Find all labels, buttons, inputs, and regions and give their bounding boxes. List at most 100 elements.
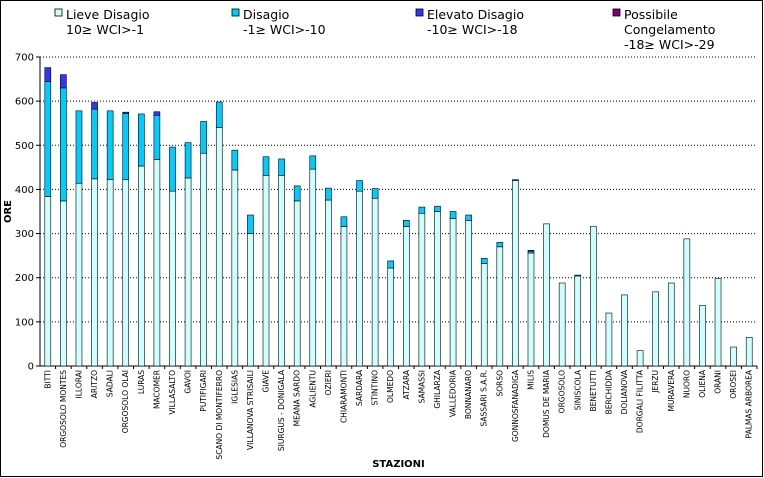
bar-segment xyxy=(169,190,176,367)
legend-label: -10≥ WCI>-18 xyxy=(427,22,518,37)
bar-segment xyxy=(387,260,395,269)
bar-segment xyxy=(122,113,130,181)
bar-segment xyxy=(652,291,659,367)
bar-segment xyxy=(434,211,441,367)
bar-segment xyxy=(91,102,98,110)
bar-segment xyxy=(527,250,535,252)
bar-segment xyxy=(683,238,691,367)
bar-segment xyxy=(714,278,722,367)
legend-label: Congelamento xyxy=(624,22,715,37)
bar-segment xyxy=(60,200,67,367)
category-label: PUTIFIGARI xyxy=(199,370,208,412)
legend-label: -18≥ WCI>-29 xyxy=(624,37,715,52)
bar-segment xyxy=(262,175,270,367)
bar-segment xyxy=(153,114,161,160)
category-label: IGLESIAS xyxy=(230,370,239,404)
category-label: ORGOSOLO MONTES xyxy=(59,370,68,448)
bar-segment xyxy=(371,188,379,199)
bar-segment xyxy=(122,179,130,367)
bar-segment xyxy=(215,101,223,128)
bar-segment xyxy=(699,305,706,367)
category-label: DORGALI FILITTA xyxy=(636,369,645,433)
bar-segment xyxy=(309,168,317,367)
category-label: VALLEDORIA xyxy=(449,369,458,417)
bar-segment xyxy=(247,233,254,367)
bar-segment xyxy=(153,111,161,116)
category-label: SASSARI S.A.R. xyxy=(480,370,489,426)
bar-segment xyxy=(465,220,472,367)
bar-segment xyxy=(449,211,457,219)
category-label: SAMASSI xyxy=(417,370,426,403)
bar-segment xyxy=(356,190,363,367)
bar-segment xyxy=(138,165,145,367)
bar-segment xyxy=(667,282,675,367)
category-label: DOLIANOVA xyxy=(620,369,629,414)
category-label: MACOMER xyxy=(152,370,161,409)
category-label: GAVOI xyxy=(184,370,193,394)
bar-segment xyxy=(730,346,737,367)
legend-swatch xyxy=(612,8,621,17)
bar-segment xyxy=(636,350,644,367)
category-label: ORGOSOLO xyxy=(558,370,567,413)
bar-segment xyxy=(44,67,52,83)
category-label: BERCHIDDA xyxy=(604,369,613,414)
category-label: GHILARZA xyxy=(433,369,442,408)
bar-segment xyxy=(496,246,504,367)
bar-segment xyxy=(512,179,519,181)
bar-segment xyxy=(745,337,753,367)
bar-segment xyxy=(434,205,441,212)
legend-label: Disagio xyxy=(243,7,289,22)
bar-segment xyxy=(574,274,582,277)
category-label: GIAVE xyxy=(262,370,271,393)
bar-segment xyxy=(60,74,67,89)
bar-segment xyxy=(371,197,379,367)
y-tick-label: 700 xyxy=(15,53,34,64)
category-label: VILLANOVA STRISAILI xyxy=(246,370,255,450)
bar-segment xyxy=(402,226,410,367)
bar-segment xyxy=(293,185,301,202)
bar-segment xyxy=(418,212,426,367)
bar-segment xyxy=(480,263,488,367)
category-label: SADALI xyxy=(106,370,115,397)
bar-segment xyxy=(496,242,504,248)
category-label: MURAVERA xyxy=(667,369,676,411)
category-label: MILIS xyxy=(526,370,535,390)
bar-segment xyxy=(340,216,348,227)
bar-segment xyxy=(262,156,270,176)
bar-segment xyxy=(122,111,130,114)
bar-segment xyxy=(527,252,535,367)
bar-segment xyxy=(106,110,114,181)
category-label: LURAS xyxy=(137,370,146,394)
bar-segment xyxy=(418,206,426,214)
y-axis-title: ORE xyxy=(3,200,14,223)
bar-segment xyxy=(465,214,472,221)
bar-segment xyxy=(75,110,83,184)
category-label: JERZU xyxy=(651,370,660,394)
bar-segment xyxy=(231,169,239,367)
category-label: OROSEI xyxy=(729,370,738,399)
bar-segment xyxy=(200,152,207,367)
category-label: AGLIENTU xyxy=(308,370,317,408)
bar-segment xyxy=(387,267,395,367)
category-label: OLMEDO xyxy=(386,370,395,403)
bar-segment xyxy=(169,146,176,192)
category-label: MEANA SARDO xyxy=(293,370,302,426)
bar-segment xyxy=(278,158,285,176)
x-axis-title: STAZIONI xyxy=(372,459,425,470)
category-label: GONNOSFANADIGA xyxy=(511,369,520,442)
category-label: VILLASALTO xyxy=(168,370,177,415)
legend-swatch xyxy=(231,8,240,17)
bar-segment xyxy=(278,175,285,367)
category-label: SCANO DI MONTIFERRO xyxy=(215,370,224,460)
category-label: DOMUS DE MARIA xyxy=(542,369,551,438)
category-label: ORGOSOLO OLAI xyxy=(121,370,130,433)
bar-segment xyxy=(106,179,114,367)
legend-label: Elevato Disagio xyxy=(427,7,524,22)
bar-segment xyxy=(574,275,582,367)
bar-segment xyxy=(44,196,52,367)
y-tick-label: 400 xyxy=(15,185,34,196)
category-label: SARDARA xyxy=(355,369,364,406)
category-label: ARITZO xyxy=(90,370,99,398)
category-label: OZIERI xyxy=(324,370,333,395)
